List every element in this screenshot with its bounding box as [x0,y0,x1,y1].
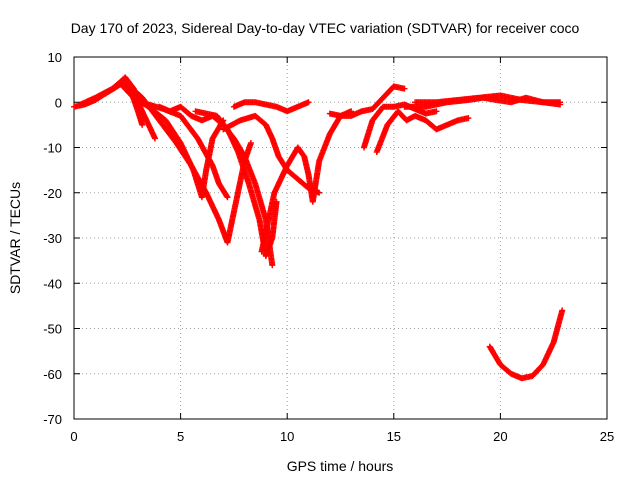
y-tick-label: -60 [43,367,62,382]
x-axis-label: GPS time / hours [287,458,394,474]
axis-ticks: 0 5 10 15 20 25 10 0 -10 -20 -30 -40 -50 -60 -70 [43,50,614,444]
x-tick-label: 20 [493,429,507,444]
data-point [557,101,564,108]
series-track-16 [486,307,566,382]
series-track-15 [412,92,564,108]
y-tick-label: -10 [43,141,62,156]
x-tick-label: 15 [387,429,401,444]
series-track-8 [230,99,312,115]
series-track-3 [102,81,227,201]
series-track-2 [77,76,146,128]
data-point [305,99,312,106]
series-track-13 [373,108,472,156]
series-track-10 [220,112,323,196]
series-track-7 [156,103,276,269]
data-point [465,115,472,122]
y-tick-label: -70 [43,412,62,427]
data-point [139,121,146,128]
y-tick-label: 10 [48,50,62,65]
data-point [316,189,323,196]
y-axis-label: SDTVAR / TECUs [7,182,23,294]
chart-title: Day 170 of 2023, Sidereal Day-to-day VTE… [71,20,580,36]
y-tick-label: 0 [55,95,62,110]
y-tick-label: -30 [43,231,62,246]
data-point [559,307,566,314]
y-tick-label: -40 [43,276,62,291]
data-point [433,108,440,115]
series-track-11 [326,83,408,119]
y-tick-label: -50 [43,322,62,337]
x-tick-label: 10 [280,429,294,444]
data-point [152,135,159,142]
data-points [71,74,566,382]
series-track-12 [360,101,440,151]
data-point [269,262,276,269]
x-tick-label: 5 [177,429,184,444]
x-tick-label: 0 [70,429,77,444]
data-point [401,85,408,92]
x-tick-label: 25 [600,429,614,444]
y-tick-label: -20 [43,186,62,201]
data-point [247,139,254,146]
data-point [224,194,231,201]
data-point [223,193,230,200]
